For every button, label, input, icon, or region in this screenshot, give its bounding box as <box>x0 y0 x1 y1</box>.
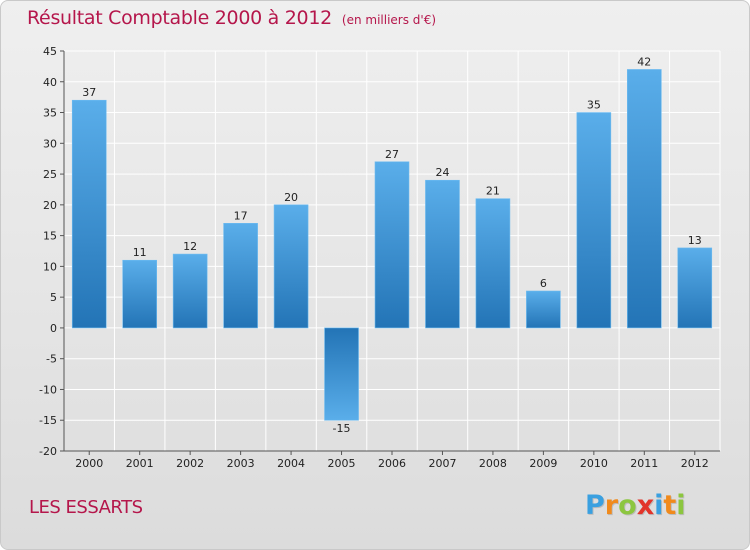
y-tick-label: -10 <box>39 383 57 396</box>
bar-2010 <box>576 112 612 329</box>
bar-2008 <box>475 198 511 329</box>
bar-2009 <box>526 290 561 329</box>
y-tick-label: -20 <box>39 445 57 458</box>
y-tick-label: 20 <box>43 199 57 212</box>
bar-2003 <box>223 223 258 329</box>
bar-2007 <box>425 179 460 329</box>
y-tick-label: 35 <box>43 107 57 120</box>
data-label-2003: 17 <box>234 209 248 222</box>
data-label-2001: 11 <box>133 246 147 259</box>
bar-2000 <box>71 99 107 329</box>
chart-title-block: Résultat Comptable 2000 à 2012 (en millie… <box>27 7 436 29</box>
y-tick-label: 25 <box>43 168 57 181</box>
y-tick-label: 0 <box>50 322 57 335</box>
bar-2006 <box>374 161 410 329</box>
x-tick-label-2004: 2004 <box>277 457 305 470</box>
y-tick-label: 10 <box>43 260 57 273</box>
x-tick-label-2003: 2003 <box>227 457 255 470</box>
location-label: LES ESSARTS <box>29 497 143 518</box>
x-tick-label-2012: 2012 <box>681 457 709 470</box>
data-label-2008: 21 <box>486 185 500 198</box>
data-label-2005: -15 <box>333 422 351 435</box>
y-tick-label: -15 <box>39 414 57 427</box>
logo-letter: i <box>654 490 664 521</box>
x-tick-label-2007: 2007 <box>428 457 456 470</box>
data-label-2012: 13 <box>688 234 702 247</box>
bar-2004 <box>273 204 309 329</box>
y-tick-label: 40 <box>43 76 57 89</box>
data-label-2010: 35 <box>587 99 601 112</box>
y-tick-label: 45 <box>43 45 57 58</box>
data-label-2004: 20 <box>284 191 298 204</box>
y-tick-label: -5 <box>46 353 57 366</box>
logo-letter: r <box>604 490 619 521</box>
logo-letter: t <box>663 490 677 521</box>
y-tick-label: 5 <box>50 291 57 304</box>
logo-letter: i <box>676 490 686 521</box>
y-tick-label: 30 <box>43 137 57 150</box>
logo-letter: P <box>585 490 605 521</box>
data-label-2007: 24 <box>435 166 449 179</box>
logo-letter: o <box>618 490 637 521</box>
data-label-2009: 6 <box>540 277 547 290</box>
proxiti-logo: Proxiti <box>585 490 686 521</box>
chart-subtitle: (en milliers d'€) <box>341 13 437 27</box>
bar-2012 <box>677 247 713 329</box>
x-tick-label-2000: 2000 <box>75 457 103 470</box>
chart-title: Résultat Comptable 2000 à 2012 <box>27 7 332 29</box>
data-label-2006: 27 <box>385 148 399 161</box>
bar-2011 <box>627 69 662 329</box>
x-tick-label-2002: 2002 <box>176 457 204 470</box>
data-label-2002: 12 <box>183 240 197 253</box>
x-tick-label-2001: 2001 <box>126 457 154 470</box>
x-tick-label-2005: 2005 <box>328 457 356 470</box>
data-label-2011: 42 <box>637 55 651 68</box>
x-tick-label-2009: 2009 <box>529 457 557 470</box>
x-tick-label-2010: 2010 <box>580 457 608 470</box>
x-tick-label-2006: 2006 <box>378 457 406 470</box>
y-tick-label: 15 <box>43 230 57 243</box>
x-tick-label-2011: 2011 <box>630 457 658 470</box>
x-tick-label-2008: 2008 <box>479 457 507 470</box>
data-label-2000: 37 <box>82 86 96 99</box>
bar-2005 <box>324 327 359 421</box>
bar-2002 <box>172 253 208 329</box>
logo-letter: x <box>636 490 655 521</box>
bar-2001 <box>122 259 157 329</box>
